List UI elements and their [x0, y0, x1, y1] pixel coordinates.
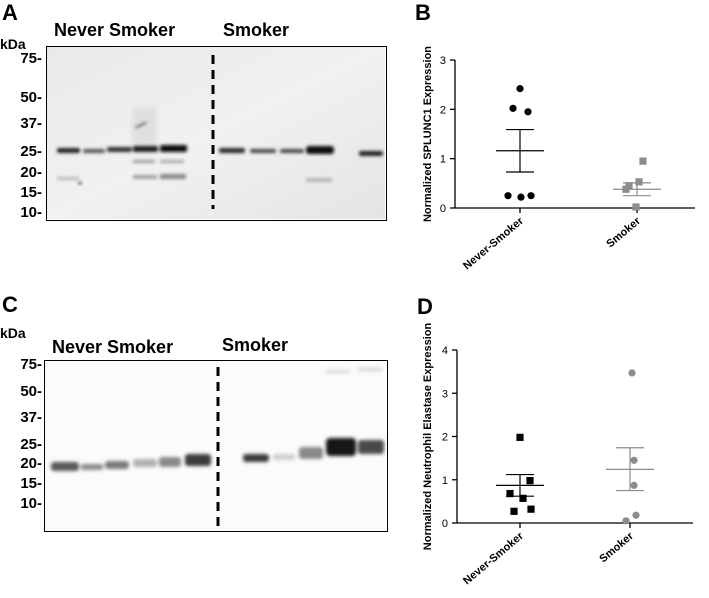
blot-c-marker-10-kda: 10-	[20, 495, 42, 512]
blot-a-marker-20-kda: 20-	[20, 164, 42, 181]
y-tick-label: 1	[442, 475, 448, 487]
y-axis-label: Normalized SPLUNC1 Expression	[422, 46, 434, 222]
blot-a-marker-37-kda: 37-	[20, 115, 42, 132]
x-category-label-smoker: Smoker	[597, 530, 636, 566]
data-point	[516, 85, 524, 93]
data-point	[504, 192, 512, 200]
data-point	[632, 511, 640, 519]
blot-a-marker-15-kda: 15-	[20, 184, 42, 201]
western-blot-a	[46, 46, 387, 221]
data-point	[630, 456, 638, 464]
x-category-label-never-smoker: Never-Smoker	[461, 530, 526, 588]
data-point	[526, 477, 534, 485]
panel-letter-b: B	[415, 0, 431, 25]
panel-letter-d: D	[417, 294, 433, 319]
y-tick-label: 0	[442, 518, 448, 530]
data-point	[510, 507, 518, 515]
data-point	[517, 193, 525, 201]
blot-c-marker-25-kda: 25-	[20, 436, 42, 453]
kda-label-a: kDa	[0, 36, 26, 52]
blot-a-marker-50-kda: 50-	[20, 89, 42, 106]
blot-c-marker-20-kda: 20-	[20, 455, 42, 472]
y-axis-label: Normalized Neutrophil Elastase Expressio…	[422, 323, 434, 551]
y-tick-label: 3	[440, 55, 446, 67]
group-label-smoker-c: Smoker	[222, 335, 289, 355]
blot-c-marker-37-kda: 37-	[20, 409, 42, 426]
panel-letter-a: A	[2, 0, 18, 25]
data-point	[639, 157, 647, 165]
blot-c-image	[45, 361, 386, 530]
data-point	[622, 185, 630, 193]
y-tick-label: 4	[442, 345, 448, 357]
y-tick-label: 3	[442, 388, 448, 400]
group-label-never-smoker-c: Never Smoker	[52, 337, 174, 357]
kda-label-c: kDa	[0, 325, 26, 341]
data-point	[516, 433, 524, 441]
data-point	[524, 108, 532, 116]
panel-letter-c: C	[2, 292, 18, 317]
western-blot-c	[44, 360, 388, 532]
y-tick-label: 2	[440, 104, 446, 116]
group-label-smoker-a: Smoker	[223, 20, 290, 40]
data-point	[632, 203, 640, 211]
y-tick-label: 2	[442, 432, 448, 444]
blot-a-marker-10-kda: 10-	[20, 204, 42, 221]
y-tick-label: 0	[440, 203, 446, 215]
blot-a-image	[47, 47, 385, 219]
y-tick-label: 1	[440, 154, 446, 166]
blot-c-marker-75-kda: 75-	[20, 356, 42, 373]
group-label-never-smoker-a: Never Smoker	[54, 20, 176, 40]
data-point	[628, 369, 636, 377]
data-point	[527, 505, 535, 513]
data-point	[506, 489, 514, 498]
data-point	[635, 178, 643, 186]
chart-d: 0 1 2 3 4 Normalized Neutrophil Elastase Expr…	[422, 323, 693, 588]
x-category-label-never-smoker: Never-Smoker	[461, 215, 526, 273]
chart-b: 0 1 2 3 Normalized SPLUNC1 Expression Never-S…	[422, 46, 695, 273]
data-point	[509, 104, 517, 112]
data-point	[630, 481, 638, 489]
x-category-label-smoker: Smoker	[604, 215, 643, 251]
data-point	[527, 192, 535, 200]
blot-a-marker-25-kda: 25-	[20, 143, 42, 160]
data-point	[519, 494, 527, 502]
data-point	[622, 517, 630, 525]
blot-c-marker-15-kda: 15-	[20, 475, 42, 492]
blot-c-marker-50-kda: 50-	[20, 383, 42, 400]
blot-a-marker-75-kda: 75-	[20, 50, 42, 67]
